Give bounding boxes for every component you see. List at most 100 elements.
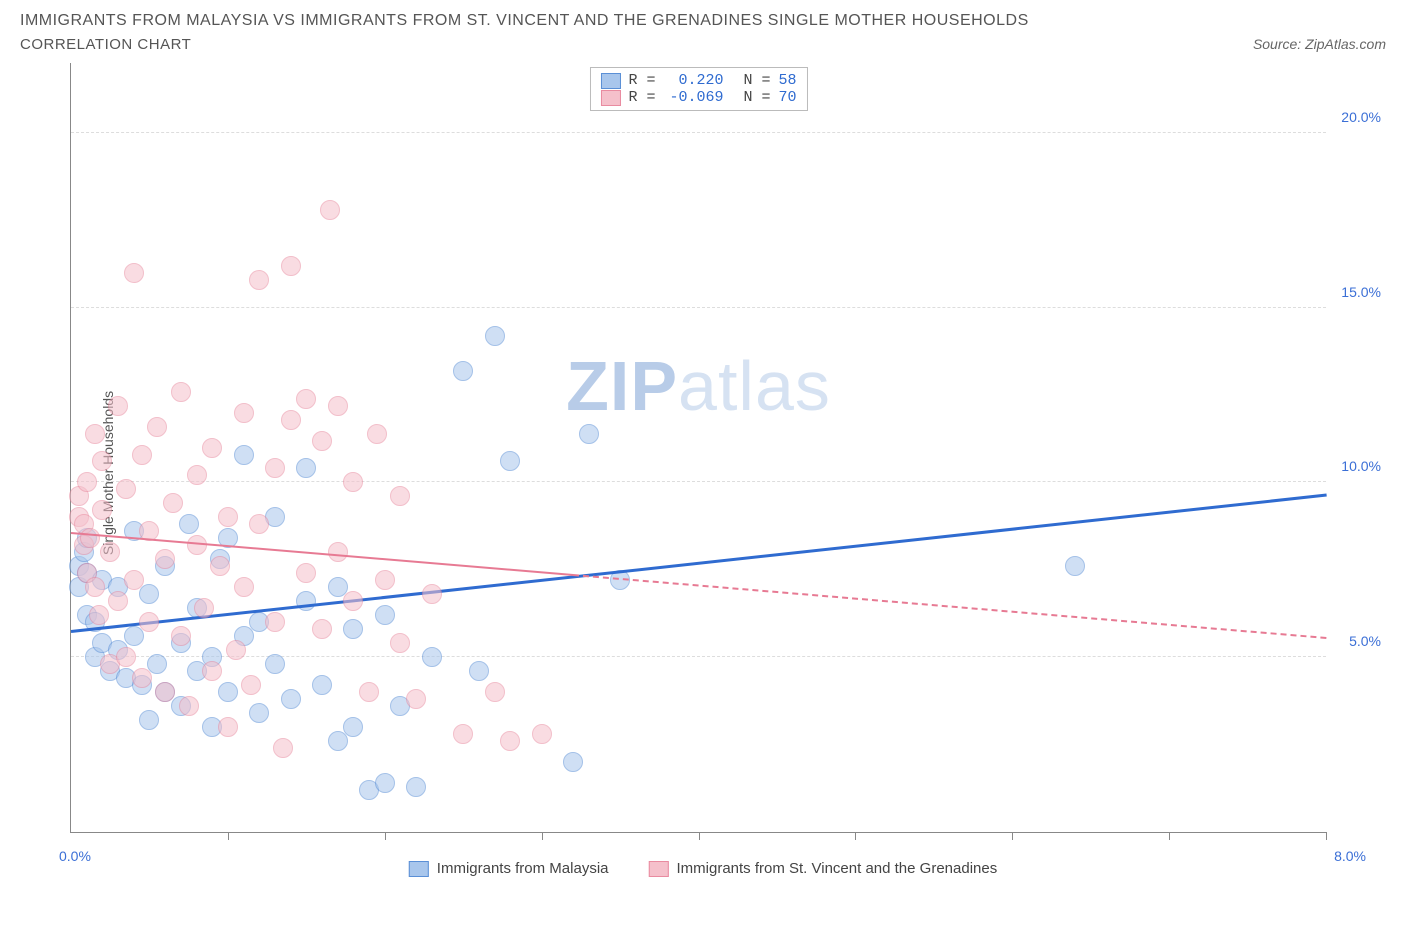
- data-point: [218, 717, 238, 737]
- subtitle-row: CORRELATION CHART Source: ZipAtlas.com: [20, 36, 1386, 53]
- data-point: [485, 682, 505, 702]
- data-point: [328, 542, 348, 562]
- gridline: [71, 307, 1326, 308]
- data-point: [108, 591, 128, 611]
- data-point: [359, 682, 379, 702]
- legend-item: Immigrants from Malaysia: [409, 860, 609, 877]
- gridline: [71, 481, 1326, 482]
- data-point: [210, 556, 230, 576]
- n-value: 58: [779, 72, 797, 89]
- r-label: R =: [628, 72, 655, 89]
- data-point: [579, 424, 599, 444]
- legend-swatch: [409, 861, 429, 877]
- data-point: [171, 382, 191, 402]
- data-point: [234, 577, 254, 597]
- data-point: [171, 626, 191, 646]
- data-point: [375, 570, 395, 590]
- data-point: [296, 563, 316, 583]
- legend-label: Immigrants from Malaysia: [437, 860, 609, 877]
- data-point: [422, 647, 442, 667]
- x-axis-max-label: 8.0%: [1334, 848, 1366, 864]
- r-value: 0.220: [663, 72, 723, 89]
- x-tick: [385, 832, 386, 840]
- data-point: [85, 424, 105, 444]
- data-point: [390, 633, 410, 653]
- data-point: [312, 619, 332, 639]
- data-point: [343, 619, 363, 639]
- data-point: [89, 605, 109, 625]
- data-point: [367, 424, 387, 444]
- legend-item: Immigrants from St. Vincent and the Gren…: [648, 860, 997, 877]
- data-point: [202, 438, 222, 458]
- n-label: N =: [743, 72, 770, 89]
- data-point: [312, 675, 332, 695]
- data-point: [124, 570, 144, 590]
- data-point: [218, 682, 238, 702]
- data-point: [147, 654, 167, 674]
- data-point: [343, 591, 363, 611]
- legend-swatch: [600, 90, 620, 106]
- legend-swatch: [648, 861, 668, 877]
- data-point: [296, 591, 316, 611]
- watermark-light: atlas: [678, 347, 831, 425]
- data-point: [453, 361, 473, 381]
- data-point: [406, 689, 426, 709]
- data-point: [179, 514, 199, 534]
- data-point: [500, 731, 520, 751]
- data-point: [375, 773, 395, 793]
- data-point: [265, 458, 285, 478]
- gridline: [71, 132, 1326, 133]
- data-point: [163, 493, 183, 513]
- chart-container: Single Mother Households ZIPatlas R = 0.…: [20, 63, 1386, 883]
- data-point: [218, 507, 238, 527]
- data-point: [312, 431, 332, 451]
- x-tick: [1012, 832, 1013, 840]
- data-point: [406, 777, 426, 797]
- legend-label: Immigrants from St. Vincent and the Gren…: [676, 860, 997, 877]
- data-point: [375, 605, 395, 625]
- data-point: [155, 549, 175, 569]
- watermark-bold: ZIP: [566, 347, 678, 425]
- source-name: ZipAtlas.com: [1305, 36, 1386, 52]
- chart-subtitle: CORRELATION CHART: [20, 36, 191, 53]
- data-point: [422, 584, 442, 604]
- data-point: [139, 710, 159, 730]
- data-point: [187, 535, 207, 555]
- x-tick: [542, 832, 543, 840]
- data-point: [343, 472, 363, 492]
- data-point: [265, 612, 285, 632]
- chart-title: IMMIGRANTS FROM MALAYSIA VS IMMIGRANTS F…: [20, 12, 1386, 30]
- data-point: [328, 396, 348, 416]
- source-attribution: Source: ZipAtlas.com: [1253, 36, 1386, 52]
- data-point: [202, 661, 222, 681]
- data-point: [226, 640, 246, 660]
- data-point: [320, 200, 340, 220]
- n-value: 70: [779, 89, 797, 106]
- data-point: [77, 472, 97, 492]
- data-point: [532, 724, 552, 744]
- gridline: [71, 656, 1326, 657]
- plot-area: ZIPatlas R = 0.220N = 58R = -0.069N = 70…: [70, 63, 1326, 833]
- data-point: [469, 661, 489, 681]
- data-point: [92, 451, 112, 471]
- x-tick: [699, 832, 700, 840]
- data-point: [179, 696, 199, 716]
- data-point: [281, 410, 301, 430]
- source-prefix: Source:: [1253, 36, 1305, 52]
- y-tick-label: 15.0%: [1341, 284, 1381, 300]
- y-tick-label: 20.0%: [1341, 109, 1381, 125]
- r-label: R =: [628, 89, 655, 106]
- data-point: [281, 689, 301, 709]
- data-point: [92, 500, 112, 520]
- data-point: [241, 675, 261, 695]
- data-point: [563, 752, 583, 772]
- data-point: [485, 326, 505, 346]
- data-point: [281, 256, 301, 276]
- n-label: N =: [743, 89, 770, 106]
- data-point: [273, 738, 293, 758]
- y-tick-label: 10.0%: [1341, 458, 1381, 474]
- data-point: [108, 396, 128, 416]
- correlation-legend: R = 0.220N = 58R = -0.069N = 70: [589, 67, 807, 111]
- data-point: [139, 584, 159, 604]
- data-point: [1065, 556, 1085, 576]
